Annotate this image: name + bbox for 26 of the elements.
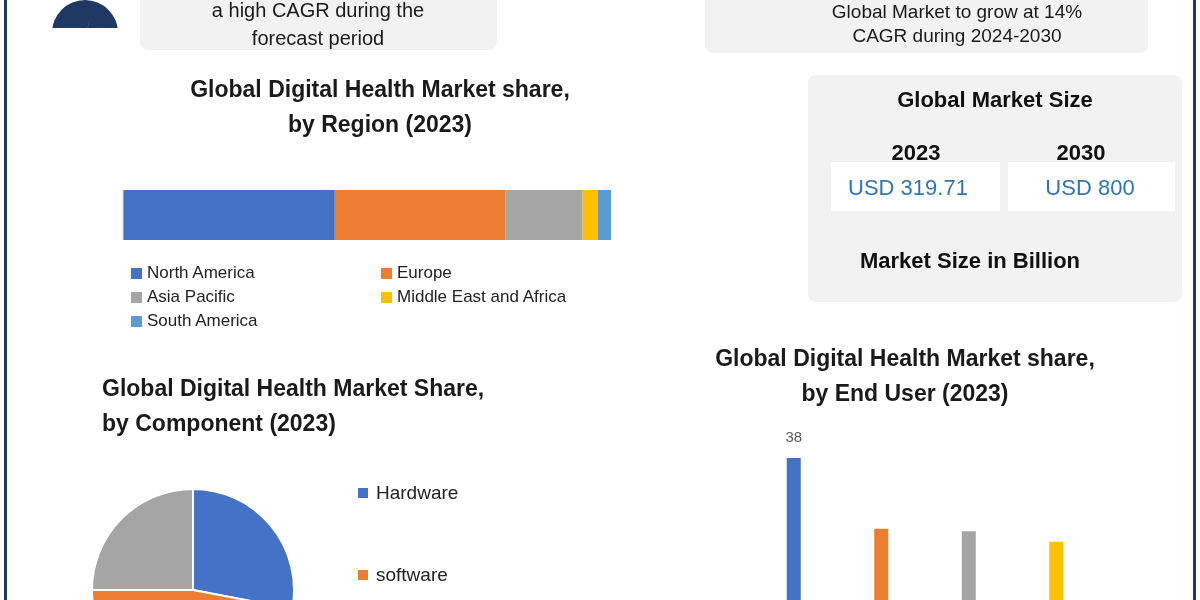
chart-title: Global Digital Health Market share, by Region (2023): [189, 75, 571, 139]
bar: [505, 190, 583, 240]
text: Global Market Size: [896, 87, 1094, 113]
legend-label: Asia Pacific: [146, 287, 236, 306]
bar: [597, 190, 611, 240]
text: a high CAGR during the: [210, 0, 426, 22]
legend-label: Middle East and Africa: [396, 287, 568, 306]
text: Market Size in Billion: [858, 247, 1081, 274]
bar: [123, 190, 335, 240]
text: Global Market to grow at 14%: [830, 0, 1084, 23]
legend-label: Europe: [396, 263, 453, 282]
bar: [582, 190, 598, 240]
text: USD 319.71: [848, 174, 968, 200]
data-label: 38: [785, 428, 803, 445]
chart-title: Global Digital Health Market share, by End User (2023): [714, 344, 1096, 408]
legend-label: software: [375, 564, 448, 586]
text: 2023: [891, 139, 941, 165]
legend-label: South America: [146, 311, 259, 330]
text: forecast period: [250, 27, 386, 50]
bar: [334, 190, 506, 240]
text: USD 800: [1045, 174, 1135, 200]
text: CAGR during 2024-2030: [851, 24, 1063, 47]
text: 2030: [1056, 139, 1106, 165]
legend-label: North America: [146, 263, 256, 282]
legend-label: Hardware: [375, 482, 459, 504]
chart-title: Global Digital Health Market Share, by Component (2023): [102, 374, 486, 438]
